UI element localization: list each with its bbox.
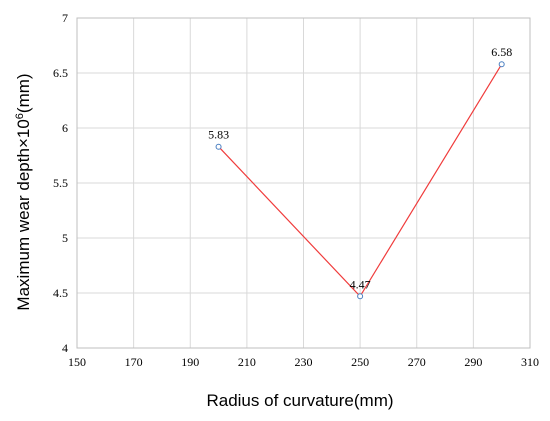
y-axis-title-main: Maximum wear depth×10: [14, 119, 33, 310]
data-label: 6.58: [491, 45, 512, 59]
data-label: 4.47: [350, 277, 371, 291]
data-label: 5.83: [208, 128, 229, 142]
y-axis-title: Maximum wear depth×106(mm): [14, 73, 33, 310]
x-tick-label: 210: [238, 355, 256, 369]
x-tick-label: 150: [68, 355, 86, 369]
x-tick-label: 270: [408, 355, 426, 369]
data-labels: 5.83 4.47 6.58: [208, 45, 512, 291]
grid: [76, 17, 531, 349]
x-axis-title: Radius of curvature(mm): [206, 391, 393, 410]
y-tick-label: 5: [62, 231, 68, 245]
y-axis-title-exponent: 6: [14, 113, 26, 119]
y-tick-label: 6: [62, 121, 68, 135]
y-tick-label: 4: [62, 341, 68, 355]
y-tick-label: 7: [62, 11, 68, 25]
x-axis-ticks: 150 170 190 210 230 250 270 290 310: [68, 355, 539, 369]
y-tick-label: 6.5: [53, 66, 68, 80]
x-tick-label: 310: [521, 355, 539, 369]
x-tick-label: 170: [125, 355, 143, 369]
y-axis-title-unit: (mm): [14, 73, 33, 113]
x-tick-label: 290: [464, 355, 482, 369]
y-axis-ticks: 4 4.5 5 5.5 6 6.5 7: [53, 11, 68, 355]
y-tick-label: 4.5: [53, 286, 68, 300]
data-point: [498, 61, 505, 68]
y-tick-label: 5.5: [53, 176, 68, 190]
x-tick-label: 250: [351, 355, 369, 369]
series: [215, 61, 505, 300]
data-point: [357, 293, 364, 300]
plot-frame: [76, 17, 531, 349]
x-tick-label: 190: [181, 355, 199, 369]
x-tick-label: 230: [295, 355, 313, 369]
data-point: [215, 143, 222, 150]
